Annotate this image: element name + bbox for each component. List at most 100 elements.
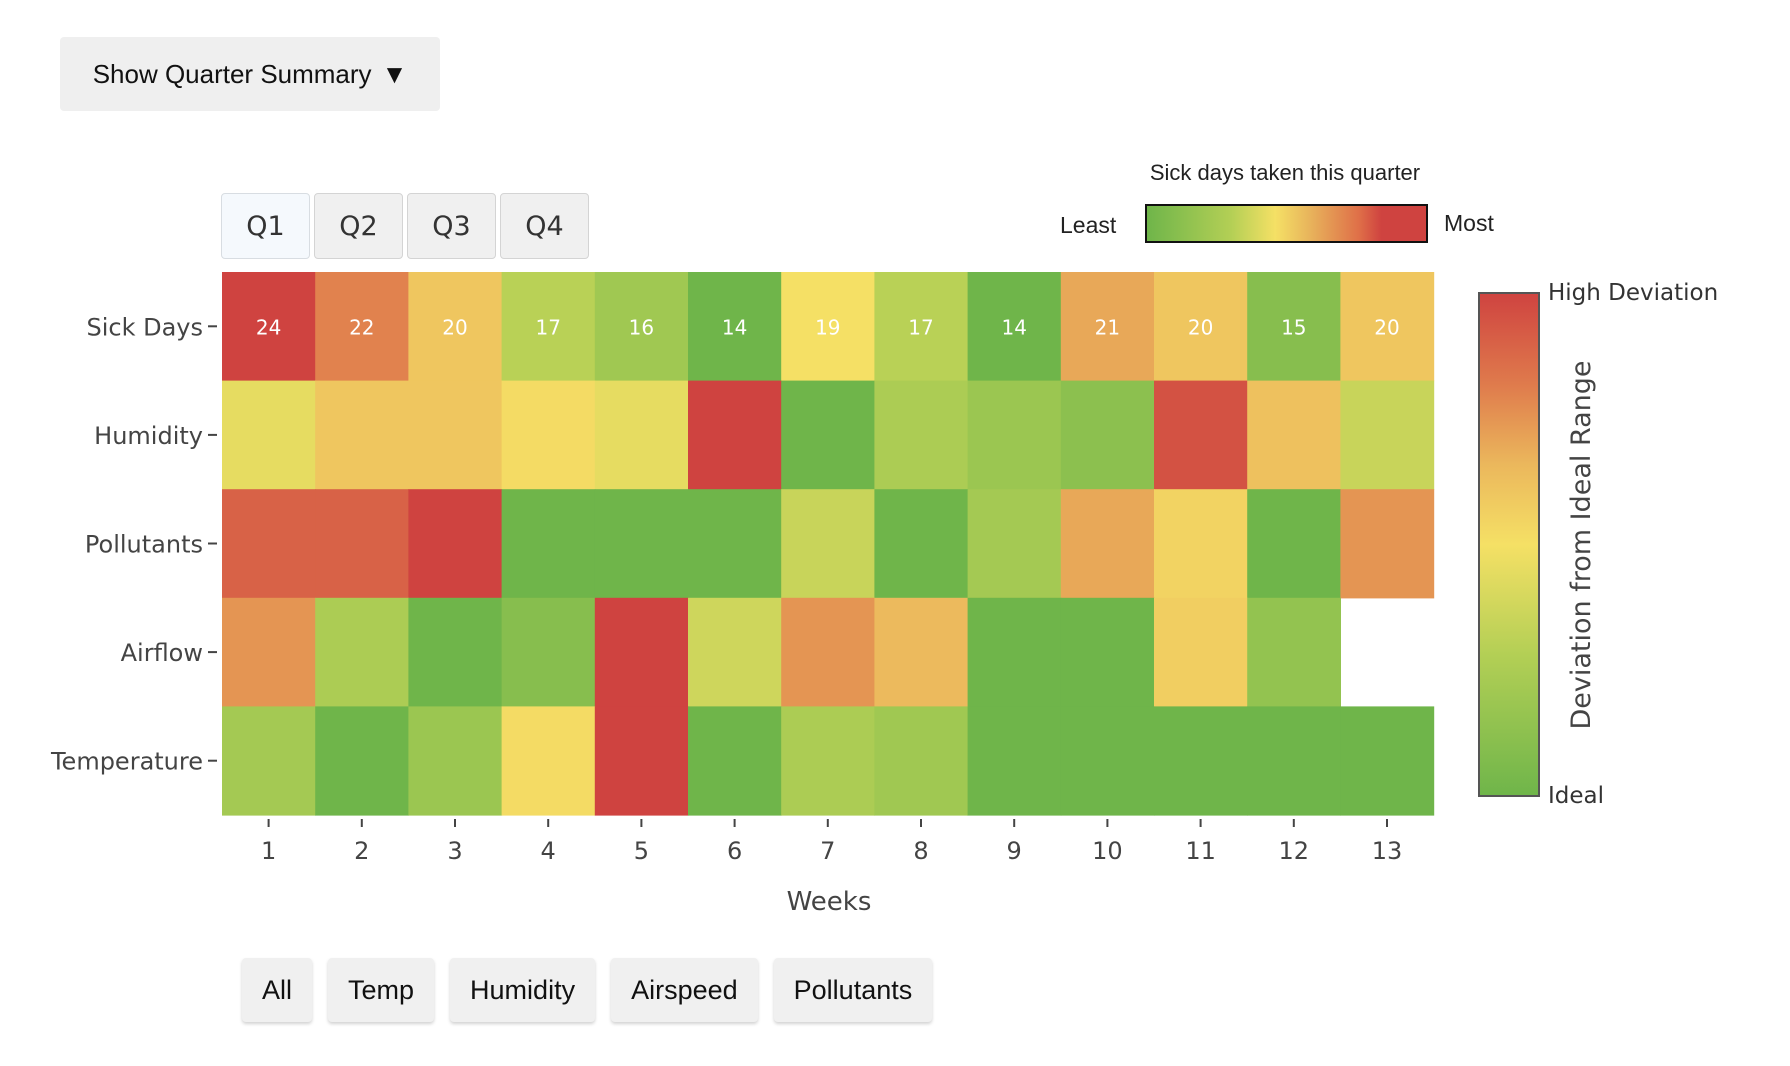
filter-temp-button[interactable]: Temp [328,958,435,1022]
sick-days-value-week-7: 19 [815,315,840,339]
heatmap-cell-airflow-week-12[interactable] [1247,597,1341,707]
filter-pollutants-button[interactable]: Pollutants [773,958,933,1022]
heatmap-cell-temperature-week-4[interactable] [501,706,596,816]
heatmap-cell-humidity-week-13[interactable] [1340,380,1435,490]
heatmap-cell-temperature-week-6[interactable] [688,706,782,816]
sick-days-value-week-10: 21 [1095,315,1120,339]
heatmap-cell-temperature-week-5[interactable] [594,706,689,816]
heatmap-cell-airflow-week-6[interactable] [688,597,782,707]
heatmap-cell-sick-days-week-12[interactable] [1247,272,1341,382]
y-tick-label-pollutants: Pollutants [85,531,203,559]
sick-days-legend-least: Least [1060,212,1117,238]
heatmap-cell-humidity-week-6[interactable] [688,380,782,490]
heatmap-cell-pollutants-week-1[interactable] [222,489,316,599]
heatmap-cell-humidity-week-8[interactable] [874,380,969,490]
y-tick-label-sick-days: Sick Days [86,313,203,341]
heatmap-cell-sick-days-week-11[interactable] [1154,272,1248,382]
heatmap-cell-pollutants-week-9[interactable] [967,489,1062,599]
heatmap-cell-temperature-week-7[interactable] [781,706,875,816]
heatmap-chart: 24 22 20 17 16 14 19 17 14 21 20 15 20 Sick DaysHumi… [50,272,1718,917]
heatmap-cell-humidity-week-11[interactable] [1154,380,1248,490]
x-tick-label-week-12: 12 [1279,837,1310,865]
deviation-colorbar-bottom-label: Ideal [1548,783,1604,809]
heatmap-cell-airflow-week-2[interactable] [315,597,409,707]
heatmap-cells [222,272,1435,816]
show-quarter-summary-button[interactable]: Show Quarter Summary ▼ [60,37,440,111]
heatmap-cell-sick-days-week-2[interactable] [315,272,409,382]
heatmap-cell-temperature-week-11[interactable] [1154,706,1248,816]
heatmap-cell-pollutants-week-5[interactable] [594,489,689,599]
heatmap-cell-airflow-week-8[interactable] [874,597,969,707]
heatmap-cell-temperature-week-8[interactable] [874,706,969,816]
heatmap-cell-airflow-week-9[interactable] [967,597,1062,707]
x-tick-label-week-6: 6 [727,837,742,865]
x-tick-label-week-9: 9 [1007,837,1022,865]
filter-humidity-button[interactable]: Humidity [450,958,596,1022]
heatmap-cell-sick-days-week-7[interactable] [781,272,875,382]
heatmap-cell-sick-days-week-5[interactable] [594,272,689,382]
heatmap-cell-temperature-week-10[interactable] [1060,706,1155,816]
x-tick-label-week-3: 3 [447,837,462,865]
heatmap-cell-pollutants-week-4[interactable] [501,489,596,599]
heatmap-cell-pollutants-week-11[interactable] [1154,489,1248,599]
tab-q1[interactable]: Q1 [221,193,310,259]
heatmap-cell-temperature-week-3[interactable] [408,706,503,816]
deviation-colorbar-title: Deviation from Ideal Range [1566,360,1597,729]
filter-all-button[interactable]: All [242,958,313,1022]
filter-airspeed-button[interactable]: Airspeed [611,958,758,1022]
heatmap-cell-pollutants-week-2[interactable] [315,489,409,599]
heatmap-cell-sick-days-week-8[interactable] [874,272,969,382]
sick-days-value-week-4: 17 [535,315,560,339]
heatmap-cell-humidity-week-3[interactable] [408,380,503,490]
heatmap-cell-temperature-week-9[interactable] [967,706,1062,816]
heatmap-cell-temperature-week-13[interactable] [1340,706,1435,816]
heatmap-cell-sick-days-week-6[interactable] [688,272,782,382]
quarter-tabs: Q1 Q2 Q3 Q4 [221,193,589,259]
chevron-down-icon: ▼ [381,58,408,89]
heatmap-cell-sick-days-week-3[interactable] [408,272,503,382]
tab-q3[interactable]: Q3 [407,193,496,259]
heatmap-cell-sick-days-week-1[interactable] [222,272,316,382]
heatmap-cell-airflow-week-4[interactable] [501,597,596,707]
x-tick-label-week-10: 10 [1092,837,1123,865]
heatmap-cell-temperature-week-12[interactable] [1247,706,1341,816]
sick-days-value-week-13: 20 [1374,315,1399,339]
sick-days-value-week-11: 20 [1188,315,1213,339]
heatmap-cell-temperature-week-1[interactable] [222,706,316,816]
heatmap-cell-pollutants-week-7[interactable] [781,489,875,599]
heatmap-cell-sick-days-week-4[interactable] [501,272,596,382]
heatmap-cell-labels: 24 22 20 17 16 14 19 17 14 21 20 15 20 [256,315,1400,339]
heatmap-cell-sick-days-week-9[interactable] [967,272,1062,382]
y-tick-label-airflow: Airflow [121,639,203,667]
heatmap-cell-pollutants-week-8[interactable] [874,489,969,599]
heatmap-cell-humidity-week-7[interactable] [781,380,875,490]
heatmap-cell-pollutants-week-3[interactable] [408,489,503,599]
heatmap-cell-airflow-week-11[interactable] [1154,597,1248,707]
heatmap-cell-humidity-week-12[interactable] [1247,380,1341,490]
heatmap-cell-airflow-week-10[interactable] [1060,597,1155,707]
heatmap-cell-humidity-week-2[interactable] [315,380,409,490]
heatmap-cell-airflow-week-3[interactable] [408,597,503,707]
heatmap-cell-pollutants-week-6[interactable] [688,489,782,599]
y-tick-label-humidity: Humidity [94,422,203,450]
x-tick-label-week-8: 8 [913,837,928,865]
heatmap-cell-airflow-week-7[interactable] [781,597,875,707]
heatmap-cell-humidity-week-9[interactable] [967,380,1062,490]
heatmap-cell-humidity-week-5[interactable] [594,380,689,490]
heatmap-cell-pollutants-week-10[interactable] [1060,489,1155,599]
heatmap-cell-pollutants-week-12[interactable] [1247,489,1341,599]
heatmap-cell-airflow-week-5[interactable] [594,597,689,707]
heatmap-cell-sick-days-week-13[interactable] [1340,272,1435,382]
heatmap-cell-humidity-week-10[interactable] [1060,380,1155,490]
heatmap-cell-humidity-week-4[interactable] [501,380,596,490]
heatmap-cell-humidity-week-1[interactable] [222,380,316,490]
heatmap-cell-pollutants-week-13[interactable] [1340,489,1435,599]
tab-q4[interactable]: Q4 [500,193,589,259]
sick-days-value-week-6: 14 [722,315,747,339]
heatmap-cell-sick-days-week-10[interactable] [1060,272,1155,382]
heatmap-cell-temperature-week-2[interactable] [315,706,409,816]
y-axis: Sick Days Humidity Pollutants Airflow Temper… [50,313,217,776]
heatmap-cell-airflow-week-1[interactable] [222,597,316,707]
tab-q2[interactable]: Q2 [314,193,403,259]
